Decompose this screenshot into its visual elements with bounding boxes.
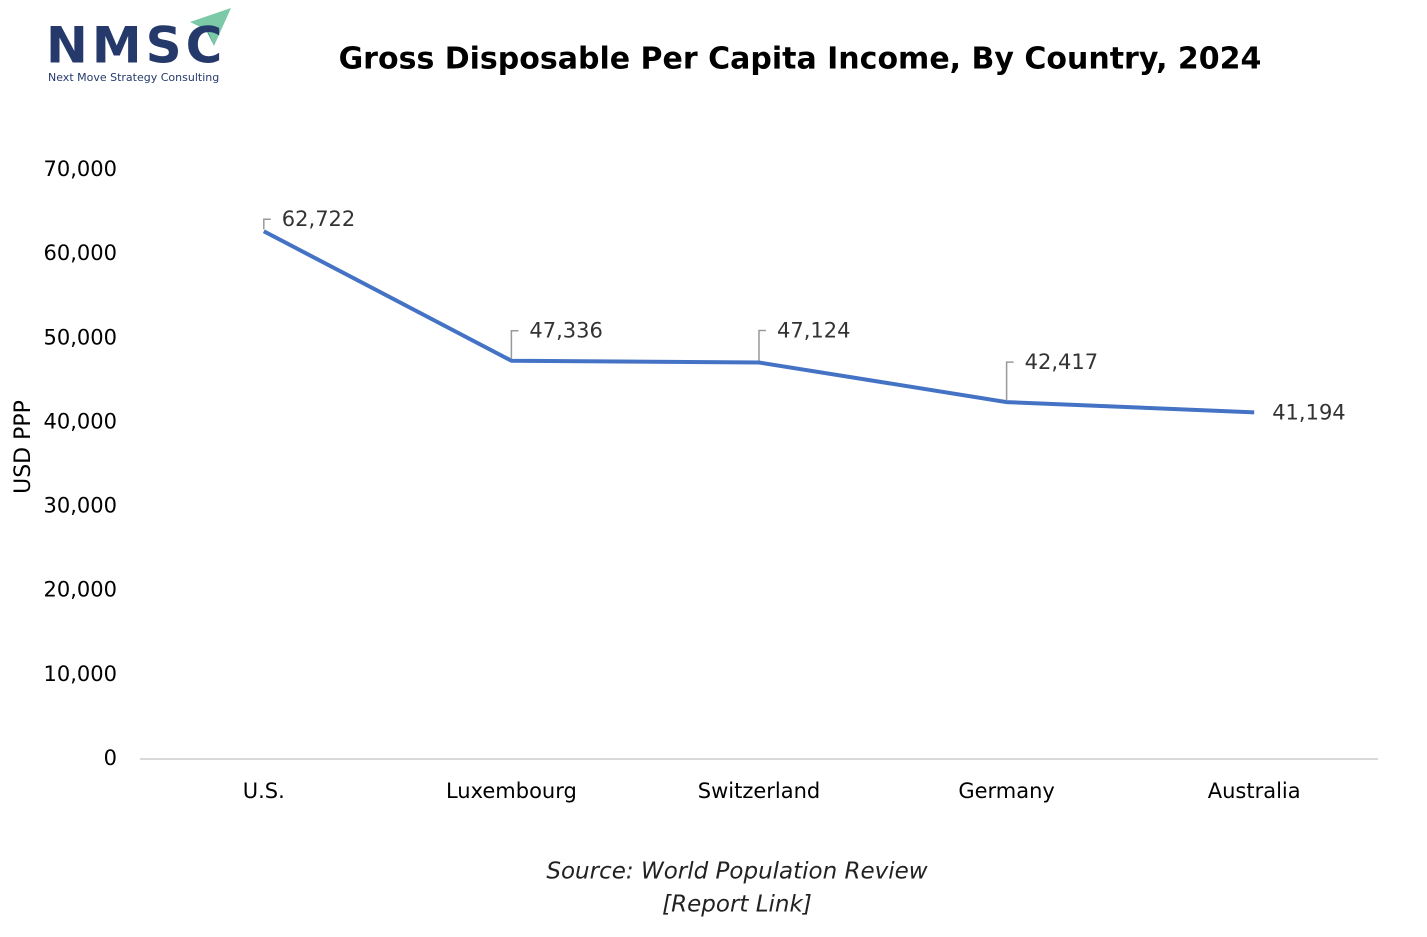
data-label: 47,336 <box>529 319 602 343</box>
y-tick-label: 60,000 <box>44 241 117 265</box>
source: Source: World Population Review <box>546 859 927 885</box>
x-tick-label: Luxembourg <box>446 779 577 803</box>
y-tick-label: 0 <box>104 746 117 770</box>
y-tick-label: 70,000 <box>44 157 117 181</box>
y-tick-label: 40,000 <box>44 409 117 433</box>
x-tick-label: Switzerland <box>698 779 821 803</box>
chart-title: Gross Disposable Per Capita Income, By C… <box>339 42 1262 77</box>
logo-arrow <box>190 8 231 46</box>
logo-arrow-shade <box>190 22 214 46</box>
x-tick-label: Australia <box>1208 779 1301 803</box>
data-label: 62,722 <box>282 207 355 231</box>
label-leader <box>758 329 766 361</box>
label-leader <box>510 329 519 359</box>
label-leader <box>263 218 271 230</box>
x-tick-label: Germany <box>958 779 1055 803</box>
label-leader <box>1005 361 1014 401</box>
y-tick-label: 30,000 <box>44 494 117 518</box>
line <box>262 229 1255 415</box>
y-tick-label: 10,000 <box>44 662 117 686</box>
x-tick-label: U.S. <box>243 779 285 803</box>
data-label: 41,194 <box>1272 400 1345 424</box>
y-axis-label: USD PPP <box>11 400 36 494</box>
y-tick-label: 20,000 <box>44 578 117 602</box>
logo-name: NMSC <box>46 17 226 75</box>
data-label: 47,124 <box>777 318 850 342</box>
report-link[interactable]: [Report Link] <box>662 892 812 918</box>
logo-tagline: Next Move Strategy Consulting <box>48 71 219 84</box>
data-label: 42,417 <box>1025 350 1098 374</box>
y-tick-label: 50,000 <box>44 325 117 349</box>
